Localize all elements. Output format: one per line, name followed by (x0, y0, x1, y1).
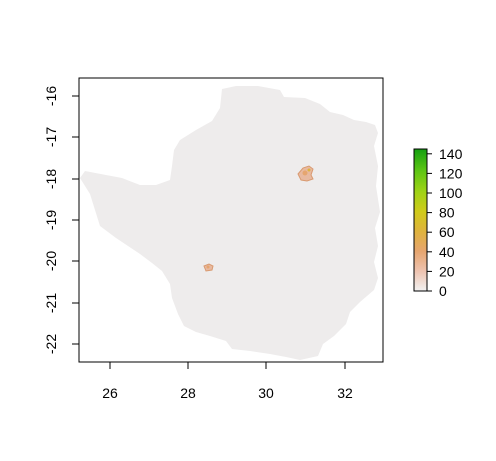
y-tick-label: -19 (43, 210, 59, 230)
x-axis: 26 28 30 32 (102, 361, 353, 401)
y-tick-label: -21 (43, 293, 59, 313)
legend-tick-label: 40 (439, 244, 455, 260)
legend-tick-label: 140 (439, 146, 463, 162)
x-tick-label: 32 (337, 385, 353, 401)
y-axis: -16 -17 -18 -19 -20 -21 -22 (43, 86, 80, 354)
legend-tick-label: 20 (439, 263, 455, 279)
y-tick-label: -20 (43, 251, 59, 271)
hotspot-harare (297, 165, 314, 182)
y-tick-label: -16 (43, 86, 59, 106)
legend-tick-label: 80 (439, 205, 455, 221)
x-tick-label: 26 (102, 385, 118, 401)
x-tick-label: 30 (258, 385, 274, 401)
legend-tick-label: 100 (439, 185, 463, 201)
legend-tick-label: 120 (439, 165, 463, 181)
y-tick-label: -22 (43, 334, 59, 354)
country-region (80, 86, 380, 360)
x-tick-label: 28 (180, 385, 196, 401)
y-tick-label: -17 (43, 127, 59, 147)
legend: 0 20 40 60 80 100 120 140 (413, 146, 463, 299)
legend-tick-label: 0 (439, 283, 447, 299)
legend-tick-label: 60 (439, 224, 455, 240)
hotspot-bulawayo (203, 263, 214, 272)
legend-colorbar (413, 148, 428, 292)
y-tick-label: -18 (43, 169, 59, 189)
